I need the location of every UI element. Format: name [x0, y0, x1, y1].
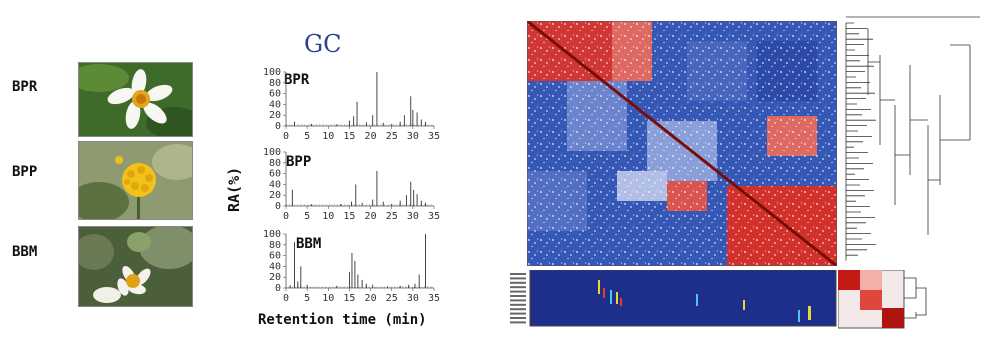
strip-row-marker	[510, 295, 526, 297]
x-tick-label: 5	[304, 131, 310, 142]
x-tick-label: 5	[304, 293, 310, 304]
x-tick-label: 25	[386, 131, 398, 142]
x-tick-label: 0	[283, 211, 289, 222]
gc-title: GC	[304, 30, 342, 58]
strip-row-marker	[510, 303, 526, 306]
y-tick-label: 100	[263, 229, 281, 240]
y-tick-label: 80	[269, 78, 281, 89]
dendrogram	[845, 16, 980, 261]
y-tick-label: 0	[275, 201, 281, 212]
y-tick-label: 80	[269, 158, 281, 169]
dendrogram-branches	[845, 22, 971, 261]
x-tick-label: 35	[428, 293, 440, 304]
x-tick-label: 10	[322, 131, 334, 142]
x-tick-label: 10	[322, 293, 334, 304]
y-tick-label: 0	[275, 283, 281, 294]
y-tick-label: 60	[269, 89, 281, 100]
x-tick-label: 15	[343, 131, 355, 142]
x-tick-label: 15	[343, 293, 355, 304]
x-tick-label: 10	[322, 211, 334, 222]
y-tick-label: 40	[269, 99, 281, 110]
x-tick-label: 15	[343, 211, 355, 222]
photo-bpr	[78, 62, 193, 137]
x-tick-label: 5	[304, 211, 310, 222]
x-tick-label: 30	[407, 211, 419, 222]
y-tick-label: 60	[269, 169, 281, 180]
x-axis-label: Retention time (min)	[258, 312, 427, 328]
x-tick-label: 0	[283, 293, 289, 304]
inset-heatmap	[838, 270, 927, 329]
y-tick-label: 60	[269, 251, 281, 262]
x-tick-label: 25	[386, 293, 398, 304]
strip-row-marker	[510, 290, 526, 293]
y-tick-label: 80	[269, 240, 281, 251]
y-tick-label: 40	[269, 179, 281, 190]
sample-label-bbm: BBM	[12, 244, 38, 260]
y-tick-label: 0	[275, 121, 281, 132]
x-tick-label: 35	[428, 131, 440, 142]
y-tick-label: 20	[269, 110, 281, 121]
strip-row-marker	[510, 286, 526, 289]
strip-row-marker	[510, 321, 526, 324]
chromatogram-label-bpp: BPP	[286, 154, 311, 170]
y-tick-label: 20	[269, 190, 281, 201]
correlation-heatmap	[527, 21, 837, 266]
sample-label-bpr: BPR	[12, 79, 38, 95]
chromatogram-label-bbm: BBM	[296, 236, 321, 252]
feature-strip	[510, 270, 837, 327]
x-tick-label: 30	[407, 293, 419, 304]
y-tick-label: 100	[263, 147, 281, 158]
strip-row-marker	[510, 277, 526, 280]
sample-label-bpp: BPP	[12, 164, 38, 180]
x-tick-label: 20	[365, 293, 377, 304]
strip-row-marker	[510, 312, 526, 315]
x-tick-label: 20	[365, 211, 377, 222]
y-tick-label: 100	[263, 67, 281, 78]
strip-row-marker	[510, 317, 526, 319]
x-tick-label: 20	[365, 131, 377, 142]
x-tick-label: 35	[428, 211, 440, 222]
x-tick-label: 30	[407, 131, 419, 142]
strip-row-marker	[510, 281, 526, 284]
x-tick-label: 0	[283, 131, 289, 142]
strip-row-marker	[510, 308, 526, 311]
y-tick-label: 20	[269, 272, 281, 283]
y-tick-label: 40	[269, 261, 281, 272]
photo-bpp	[78, 141, 193, 220]
x-tick-label: 25	[386, 211, 398, 222]
strip-row-marker	[510, 299, 526, 302]
photo-bbm	[78, 226, 193, 307]
chromatogram-label-bpr: BPR	[284, 72, 310, 88]
strip-row-marker	[510, 273, 526, 275]
